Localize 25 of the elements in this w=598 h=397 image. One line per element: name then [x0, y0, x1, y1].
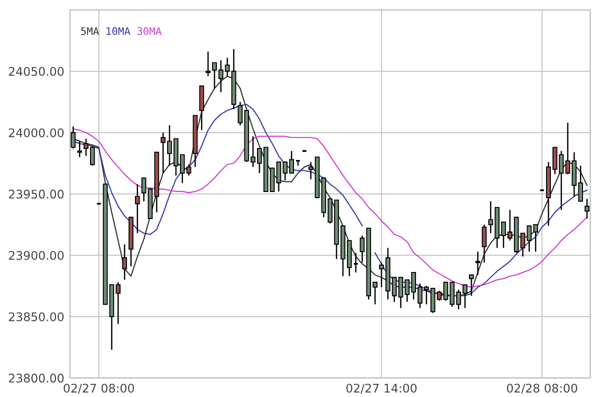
y-tick-label: 23800.00: [8, 374, 64, 383]
candlestick: [77, 140, 82, 158]
x-tick-label: 02/27 08:00: [64, 384, 134, 394]
x-tick-label: 02/28 08:00: [506, 384, 578, 394]
candlestick: [398, 276, 404, 309]
text: 30MA: [137, 27, 162, 36]
y-tick-label: 24000.00: [8, 128, 64, 138]
y-tick-label: 23850.00: [8, 312, 64, 322]
candlestick: [70, 126, 76, 150]
candlestick: [141, 177, 146, 202]
y-tick-label: 23900.00: [8, 250, 64, 260]
x-tick-label: 02/27 14:00: [346, 384, 417, 394]
candlestick: [468, 274, 474, 296]
candlestick: [584, 198, 590, 220]
candlestick: [308, 161, 314, 180]
y-tick-label: 23950.00: [8, 190, 64, 199]
candlestick: [482, 224, 487, 264]
text: 10MA: [106, 27, 130, 36]
text: 5MA: [81, 27, 99, 36]
candlestick: [134, 183, 140, 234]
y-tick-label: 24050.00: [8, 66, 64, 76]
candlestick: [122, 244, 127, 280]
candlestick: [475, 250, 480, 276]
candlestick: [565, 122, 570, 175]
candlestick: [206, 51, 210, 77]
